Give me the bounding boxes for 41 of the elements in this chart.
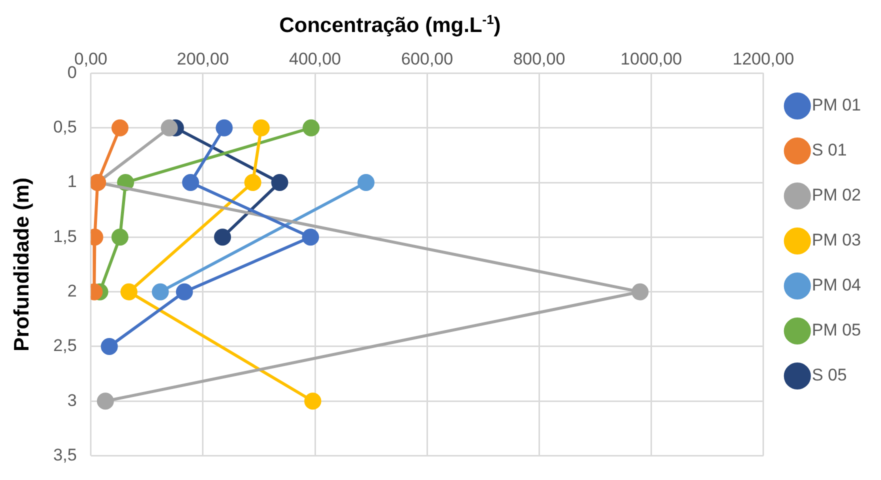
y-tick-label: 1,5 <box>53 226 77 246</box>
y-tick-label: 3,5 <box>53 445 77 464</box>
point <box>304 392 322 410</box>
x-axis-title: Concentração (mg.L$^{-1}$) <box>278 12 502 38</box>
point <box>271 174 288 192</box>
point <box>302 228 320 246</box>
y-tick-label: 3 <box>67 390 77 410</box>
legend-label: S 01 <box>812 140 847 160</box>
point <box>214 228 232 246</box>
point <box>152 283 169 300</box>
x-tick-label: 1000,00 <box>620 50 682 69</box>
x-tick-label: 200,00 <box>176 50 229 69</box>
point <box>111 228 128 246</box>
y-tick-label: 2,5 <box>53 336 77 356</box>
legend-label: S 05 <box>812 366 847 385</box>
legend-label: PM 05 <box>812 320 862 340</box>
y-axis-title: Profundidade (m) <box>10 178 34 352</box>
point <box>182 174 200 192</box>
point <box>160 119 178 136</box>
x-tick-label: 600,00 <box>401 50 454 69</box>
point <box>100 338 118 355</box>
point <box>302 119 320 136</box>
point <box>244 174 262 192</box>
y-tick-label: 2 <box>67 282 77 301</box>
y-tick-label: 1 <box>67 172 77 192</box>
legend-label: PM 01 <box>812 96 862 115</box>
y-tick-label: 0,5 <box>53 118 77 137</box>
y-tick-label: 0 <box>67 62 77 82</box>
point <box>216 119 233 136</box>
x-tick-label: 1200,00 <box>732 50 794 69</box>
legend-label: PM 04 <box>812 276 862 295</box>
point <box>120 283 138 300</box>
point <box>252 119 270 136</box>
legend-label: PM 02 <box>812 186 862 205</box>
point <box>632 283 649 300</box>
point <box>176 283 193 300</box>
point <box>358 174 375 192</box>
x-tick-label: 800,00 <box>513 50 566 69</box>
x-tick-label: 400,00 <box>289 50 342 69</box>
legend-label: PM 03 <box>812 230 862 250</box>
point <box>96 392 114 410</box>
